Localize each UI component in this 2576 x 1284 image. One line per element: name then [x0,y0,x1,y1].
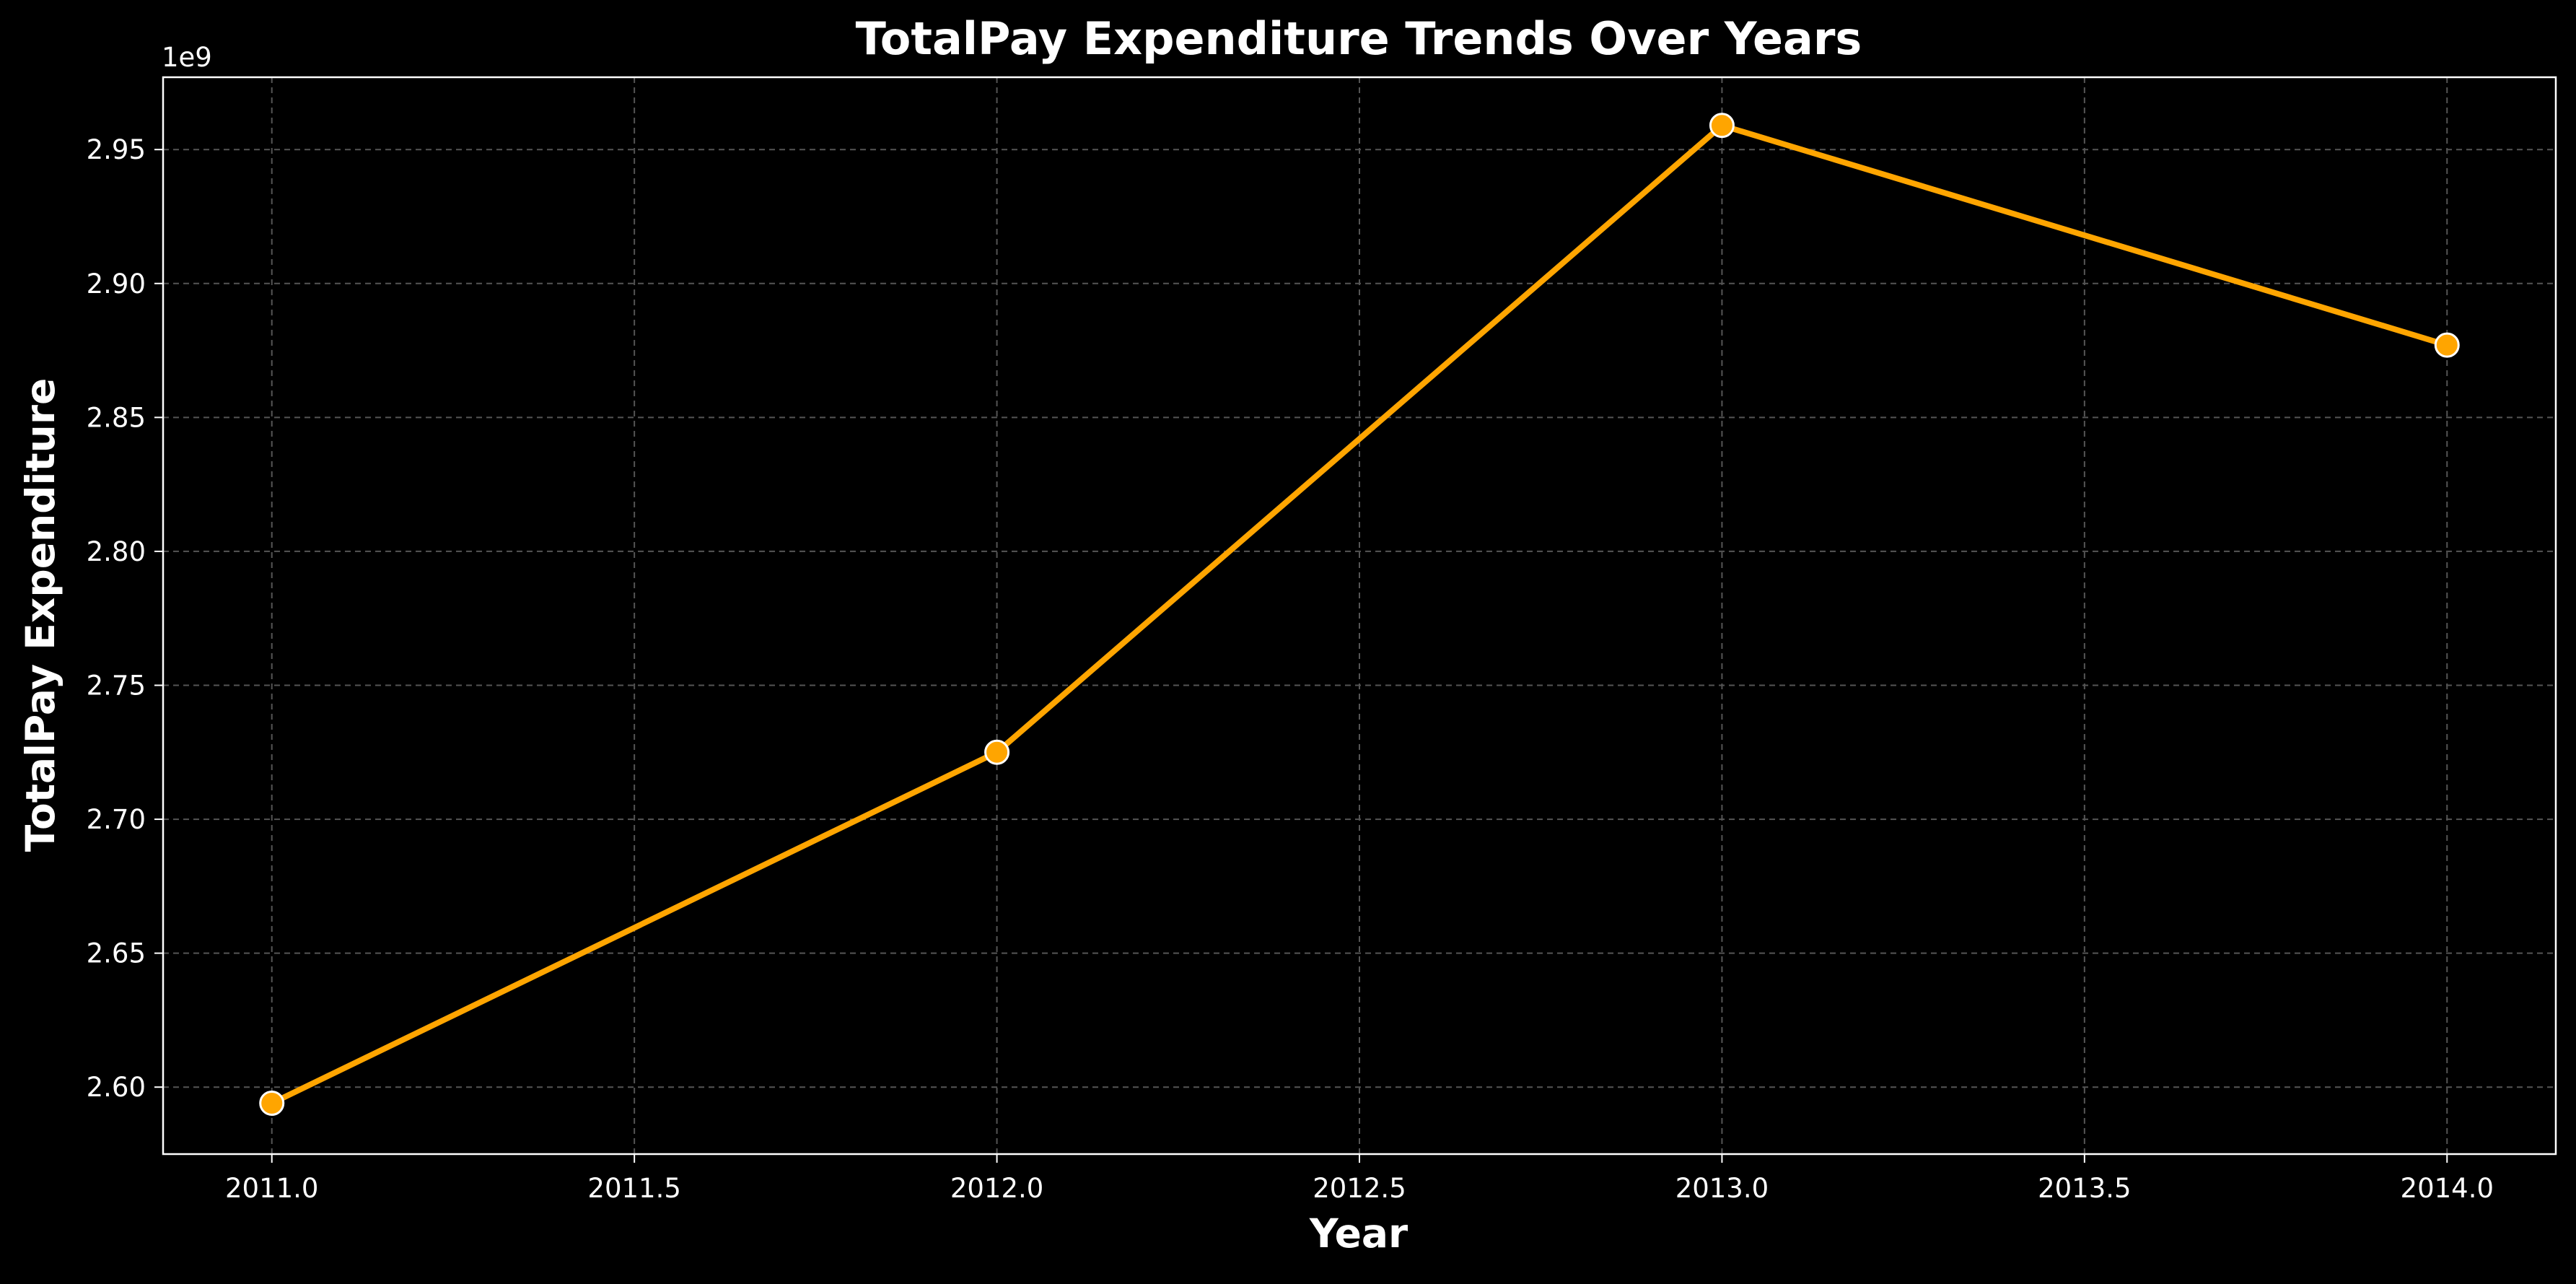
data-point [984,739,1010,765]
data-point [2434,332,2460,358]
y-tick-label: 2.90 [87,268,146,300]
y-tick-label: 2.95 [87,134,146,165]
x-tick-label: 2012.5 [1313,1173,1406,1204]
series-line [268,122,2450,1106]
series [259,113,2460,1116]
y-axis-label: TotalPay Expenditure [17,378,63,852]
data-point [259,1090,285,1116]
y-tick-label: 2.80 [87,536,146,567]
y-tick-label: 2.70 [87,804,146,835]
chart-title: TotalPay Expenditure Trends Over Years [856,12,1862,65]
x-tick-label: 2011.0 [225,1173,318,1204]
y-offset-label: 1e9 [162,42,212,73]
x-tick-label: 2013.0 [1675,1173,1769,1204]
y-tick-label: 2.60 [87,1072,146,1103]
x-tick-label: 2013.5 [2038,1173,2131,1204]
y-tick-label: 2.85 [87,402,146,433]
x-tick-label: 2011.5 [587,1173,680,1204]
y-tick-label: 2.65 [87,938,146,969]
x-tick-label: 2014.0 [2401,1173,2494,1204]
plot-frame [162,76,2557,1156]
grid [163,77,2556,1154]
data-point [1709,113,1735,139]
y-tick-label: 2.75 [87,670,146,701]
axis-ticks: 2011.0 2011.5 2012.0 2012.5 2013.0 2013.5 2014… [87,134,2494,1204]
x-tick-label: 2012.0 [950,1173,1043,1204]
x-axis-label: Year [1309,1210,1408,1257]
